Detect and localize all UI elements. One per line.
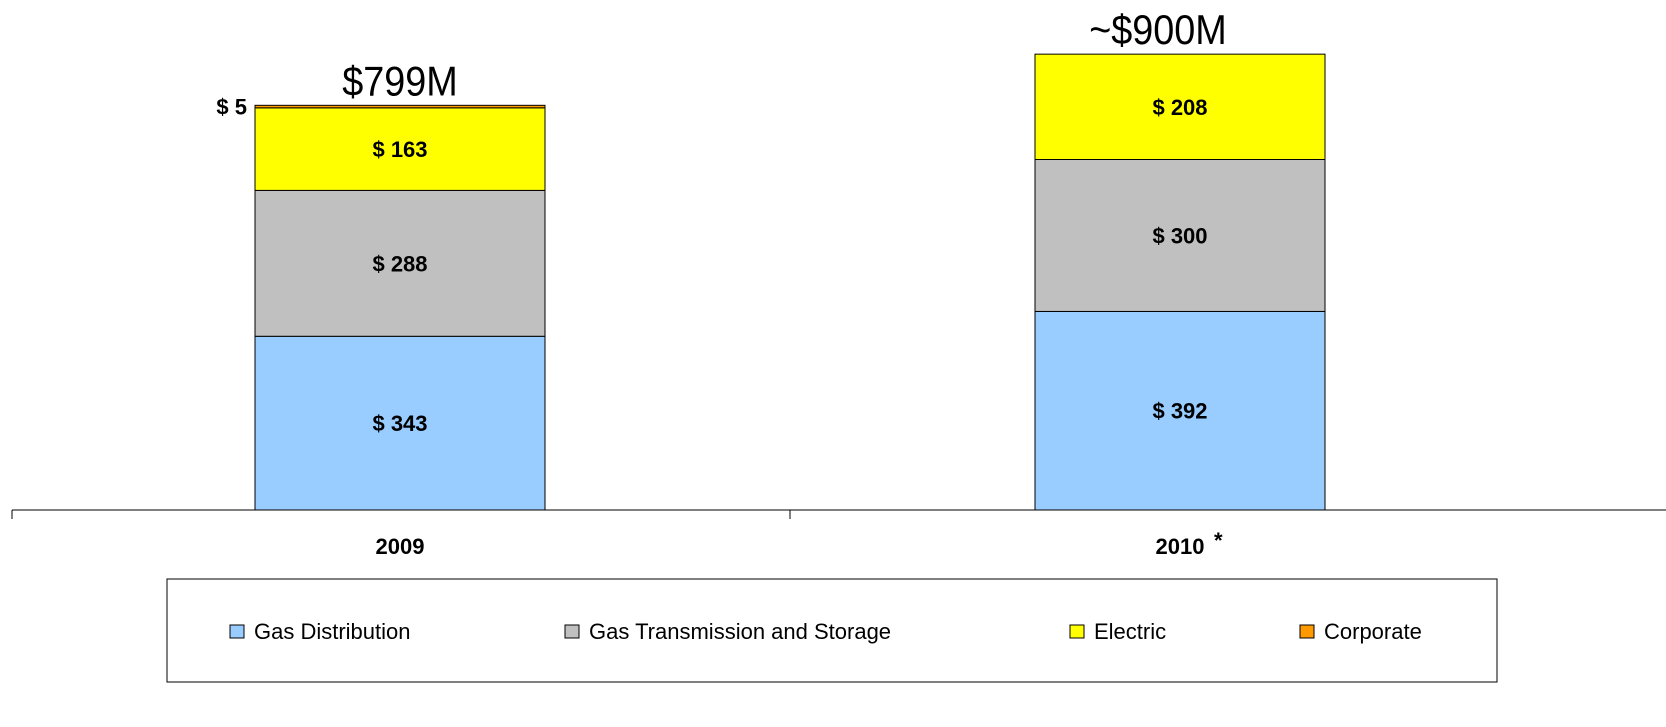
data-label: $ 5 [216,95,247,120]
data-label: $ 208 [1152,95,1207,120]
x-axis [11,509,1666,519]
category-labels: 2009 2010 * [376,528,1223,559]
bar-segment-gas-transmission-and-storage [254,189,546,337]
category-footnote-marker: * [1214,528,1223,553]
bar-segment-gas-distribution [254,335,546,511]
bars-layer: $ 343 $ 288 $ 163 $ 5 $799M $ 392 $ 300 $ 208 ~$… [216,7,1326,511]
legend: Gas Distribution Gas Transmission and Sto… [166,578,1498,683]
legend-label: Corporate [1324,619,1422,644]
total-label: $799M [342,59,458,105]
legend-label: Electric [1094,619,1166,644]
data-label: $ 343 [372,411,427,436]
bar-segment-gas-transmission-and-storage [1034,159,1326,312]
legend-swatch [1069,624,1085,639]
legend-swatch [229,624,245,639]
legend-swatch [564,624,580,639]
data-label: $ 300 [1152,223,1207,248]
bar-segment-gas-distribution [1034,310,1326,511]
data-label: $ 163 [372,137,427,162]
legend-label: Gas Transmission and Storage [589,619,891,644]
category-label: 2010 [1156,534,1205,559]
data-label: $ 288 [372,251,427,276]
legend-label: Gas Distribution [254,619,411,644]
category-label: 2009 [376,534,425,559]
legend-swatch [1299,624,1315,639]
total-label: ~$900M [1089,7,1227,53]
bar-segment-electric [1034,53,1326,160]
legend-box [166,578,1498,683]
data-label: $ 392 [1152,399,1207,424]
bar-segment-corporate [254,104,546,109]
